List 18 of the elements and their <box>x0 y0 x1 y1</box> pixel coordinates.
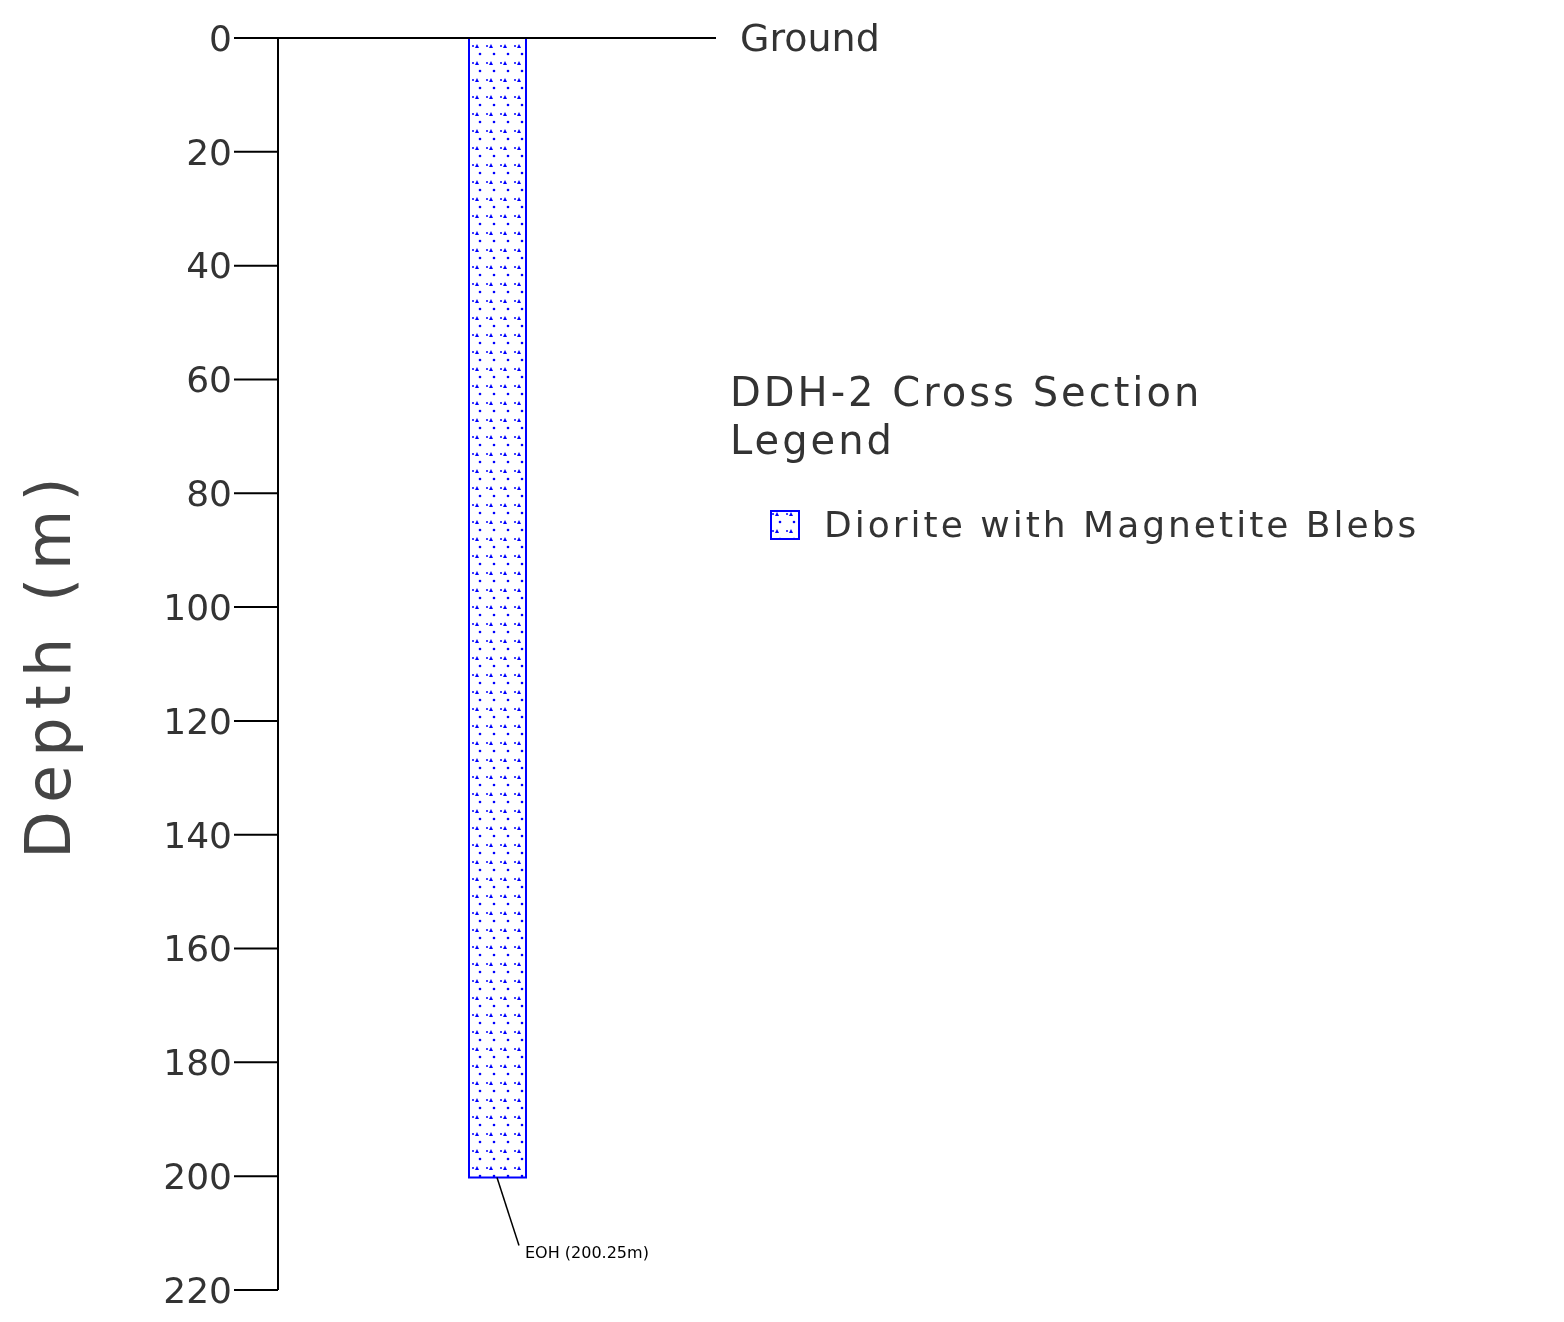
y-tick-label: 220 <box>163 1269 232 1311</box>
text: DDH-2 Cross Section <box>730 368 1204 416</box>
y-tick-label: 120 <box>163 700 232 742</box>
legend-label: Diorite with Magnetite Blebs <box>824 504 1420 545</box>
y-tick-label: 60 <box>186 359 232 401</box>
y-tick-label: 180 <box>163 1042 232 1084</box>
y-tick-label: 40 <box>186 245 232 287</box>
legend-title: Legend <box>730 416 896 464</box>
ref-line-label: Ground <box>740 16 880 61</box>
y-tick-label: 80 <box>186 473 232 515</box>
y-tick-label: 160 <box>163 928 232 970</box>
y-axis-title: Depth (m) <box>12 469 86 859</box>
y-tick-label: 0 <box>209 17 232 59</box>
y-tick-label: 100 <box>163 586 232 628</box>
annotation: EOH (200.25m) <box>525 1242 649 1262</box>
y-tick-label: 140 <box>163 814 232 856</box>
y-tick-label: 200 <box>163 1155 232 1197</box>
y-tick-label: 20 <box>186 131 232 173</box>
